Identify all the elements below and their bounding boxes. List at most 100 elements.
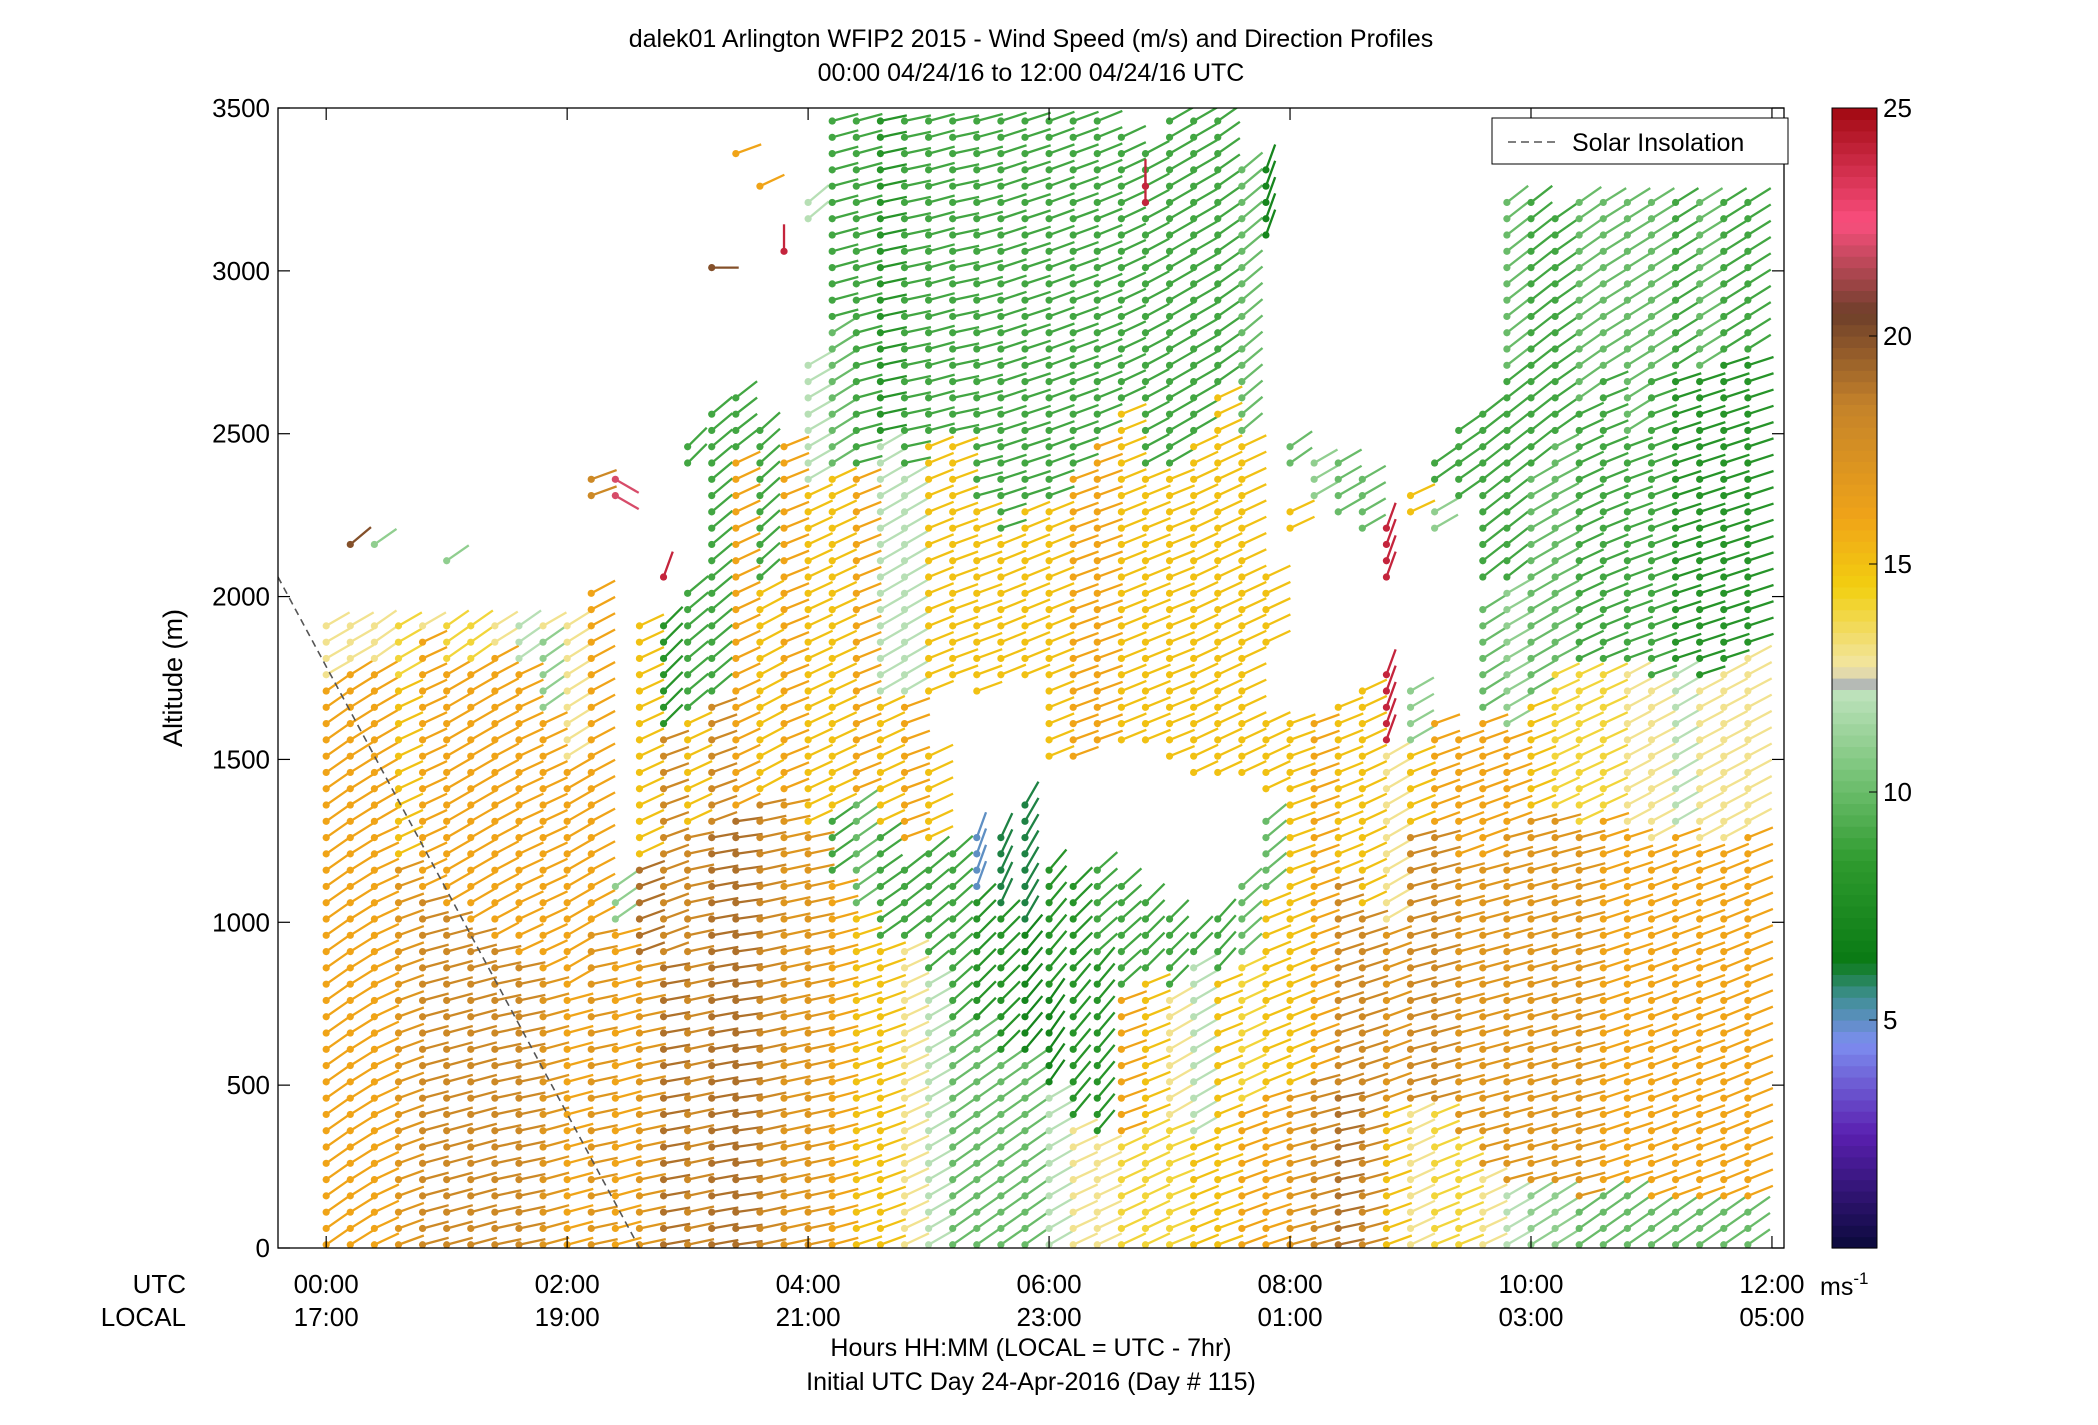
wind-barb-staff [1096, 932, 1119, 953]
wind-barb-staff [1217, 1103, 1244, 1116]
wind-barb-staff [1048, 1010, 1066, 1034]
wind-barb-point [635, 671, 644, 679]
wind-barb-point [491, 687, 499, 695]
wind-barb-staff [1458, 1008, 1486, 1018]
wind-barb-staff [1337, 1238, 1365, 1246]
wind-barb-staff [518, 642, 542, 660]
wind-barb-staff [1482, 1183, 1508, 1197]
wind-barb-point [1190, 215, 1198, 223]
wind-barb-point [1117, 1224, 1125, 1233]
wind-barb-staff [879, 481, 905, 497]
wind-barb-staff [976, 582, 1003, 595]
wind-barb-point [1214, 1241, 1222, 1248]
wind-barb-point [611, 1224, 619, 1233]
wind-barb-staff [1458, 1073, 1486, 1083]
wind-barb-staff [711, 1157, 739, 1165]
wind-barb-point [1069, 915, 1077, 923]
wind-barb-point [587, 866, 595, 874]
wind-barb-staff [976, 210, 1004, 220]
wind-barb-staff [422, 662, 448, 676]
wind-barb-staff [1096, 126, 1123, 139]
wind-barb-point [394, 817, 403, 825]
wind-barb-point [804, 866, 812, 874]
wind-barb-staff [904, 1118, 930, 1132]
wind-barb-staff [831, 275, 859, 285]
wind-barb-staff [349, 1115, 374, 1132]
wind-barb-point [804, 768, 812, 777]
wind-barb-staff [1265, 776, 1291, 790]
wind-barb-point [1455, 996, 1463, 1005]
wind-barb-staff [1289, 1155, 1317, 1165]
wind-barb-point [876, 492, 885, 500]
wind-barb-point [370, 964, 378, 972]
wind-barb-point [1503, 589, 1511, 597]
wind-barb-staff [1145, 696, 1171, 709]
wind-barb-staff [1289, 907, 1316, 921]
wind-barb-point [394, 1208, 403, 1216]
wind-barb-staff [807, 399, 833, 416]
wind-barb-staff [1145, 598, 1171, 611]
wind-barb-staff [759, 460, 781, 481]
wind-barb-staff [566, 1204, 594, 1214]
wind-barb-staff [1217, 137, 1241, 155]
wind-barb-point [804, 1062, 812, 1070]
wind-barb-staff [879, 743, 906, 758]
wind-barb-point [1455, 785, 1463, 793]
wind-barb-point [1141, 1192, 1150, 1200]
wind-barb-staff [1361, 857, 1388, 872]
wind-barb-point [467, 1192, 475, 1200]
wind-barb-point [1021, 329, 1029, 337]
wind-barb-point [394, 996, 403, 1005]
wind-barb-staff [373, 890, 400, 904]
wind-barb-point [876, 964, 885, 972]
wind-barb-point [949, 915, 957, 923]
wind-barb-staff [1434, 976, 1461, 986]
wind-barb-point [418, 996, 427, 1005]
wind-barb-staff [1193, 1051, 1218, 1067]
wind-barb-staff [1145, 712, 1171, 725]
wind-barb-staff [566, 953, 592, 969]
wind-barb-staff [1048, 897, 1068, 920]
wind-barb-staff [518, 808, 544, 823]
wind-barb-staff [1193, 629, 1219, 644]
wind-barb-staff [591, 1140, 618, 1149]
wind-barb-point [1406, 720, 1415, 728]
wind-barb-staff [1217, 1234, 1244, 1246]
wind-barb-staff [1482, 894, 1510, 904]
wind-barb-staff [1096, 240, 1123, 253]
wind-barb-point [1238, 654, 1246, 663]
wind-barb-point [1238, 264, 1246, 272]
wind-barb-point [1262, 882, 1270, 891]
wind-barb-point [900, 703, 909, 711]
wind-barb-point [443, 557, 451, 565]
wind-barb-staff [807, 678, 834, 693]
wind-barb-staff [1217, 760, 1243, 774]
wind-barb-point [780, 1078, 788, 1086]
wind-barb-point [394, 1176, 403, 1184]
wind-barb-point [1093, 150, 1101, 158]
wind-barb-staff [711, 1010, 739, 1018]
wind-barb-staff [639, 1172, 667, 1181]
wind-barb-point [732, 1094, 740, 1102]
wind-barb-staff [1096, 142, 1123, 155]
wind-barb-point [828, 915, 836, 923]
wind-barb-staff [663, 762, 690, 774]
wind-barb-point [659, 866, 668, 874]
wind-barb-staff [831, 466, 858, 481]
wind-barb-point [611, 1192, 619, 1200]
wind-barb-point [973, 638, 981, 646]
wind-barb-staff [1024, 111, 1052, 123]
wind-barb-staff [591, 928, 618, 937]
wind-barb-staff [1072, 566, 1099, 579]
wind-barb-staff [880, 1055, 907, 1067]
wind-barb-staff [590, 840, 616, 855]
wind-barb-staff [855, 991, 883, 1002]
wind-barb-point [828, 882, 836, 891]
wind-barb-point [1503, 312, 1511, 321]
wind-barb-point [1358, 1062, 1366, 1070]
wind-barb-point [1093, 1013, 1101, 1021]
wind-barb-staff [349, 854, 374, 872]
wind-barb-staff [1048, 630, 1075, 644]
wind-barb-point [900, 948, 909, 956]
wind-barb-staff [591, 1221, 618, 1230]
